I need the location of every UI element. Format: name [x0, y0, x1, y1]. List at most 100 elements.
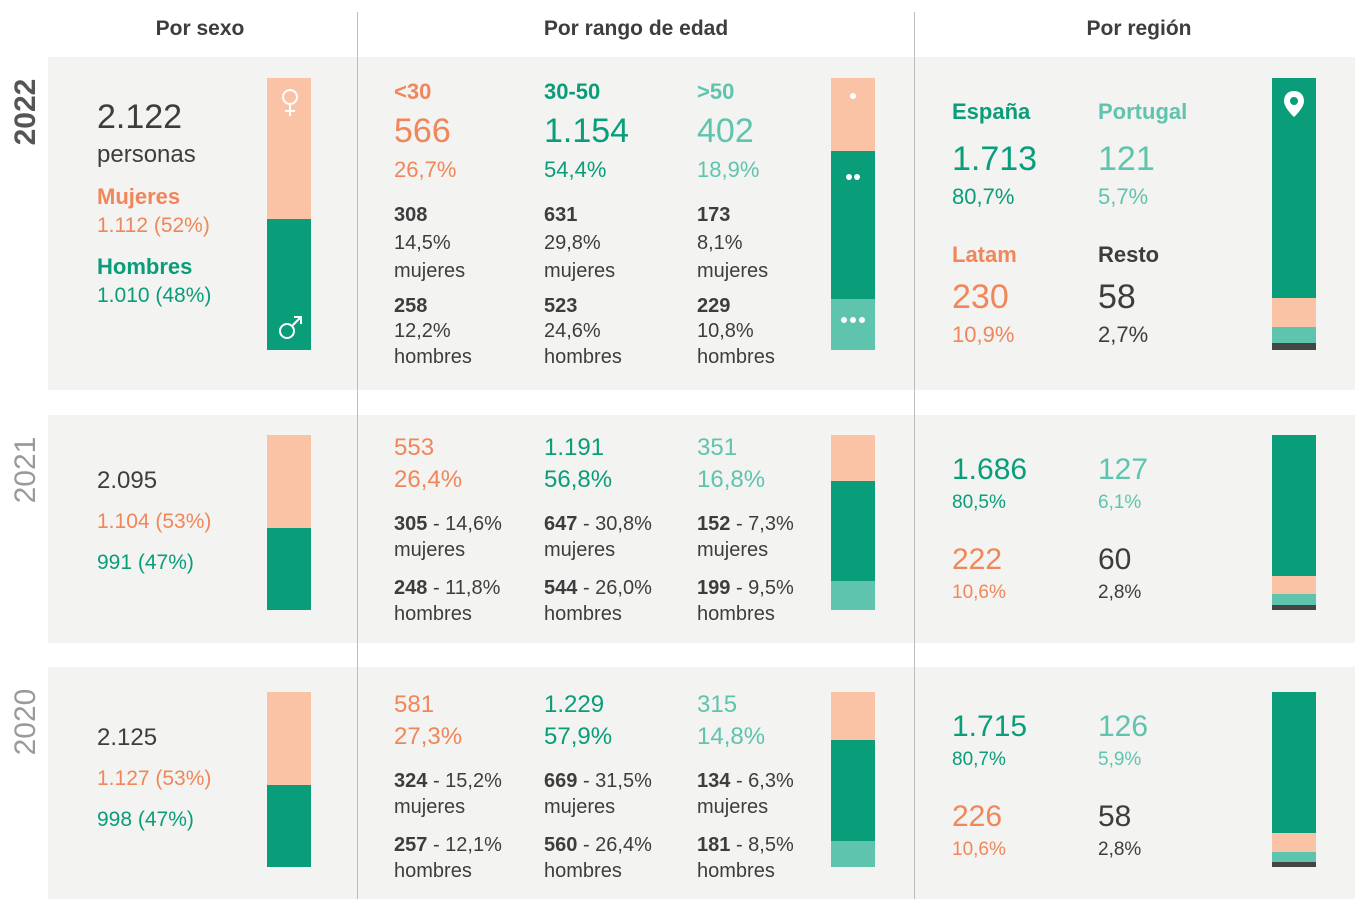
value: 991 (47%)	[97, 551, 194, 575]
bar-segment	[267, 527, 311, 610]
text: 669	[544, 770, 578, 792]
bar-segment	[1272, 862, 1316, 867]
count: 631	[544, 204, 578, 226]
pct: 2,7%	[1098, 321, 1149, 347]
pct: 54,4%	[544, 156, 607, 182]
label: hombres	[697, 603, 775, 625]
value: 1.715	[952, 710, 1028, 743]
count: 173	[697, 204, 731, 226]
value: 315	[697, 690, 738, 718]
icon	[1284, 91, 1304, 117]
bar-segment	[831, 481, 875, 581]
value: 1.713	[952, 139, 1038, 178]
value: 121	[1098, 139, 1155, 178]
divider	[914, 12, 915, 899]
pct: 14,8%	[697, 722, 766, 750]
value: 998 (47%)	[97, 808, 194, 832]
line: 134 - 6,3%	[697, 769, 794, 793]
panel	[358, 415, 914, 643]
value: 1.191	[544, 433, 605, 461]
line: 257 - 12,1%	[394, 833, 502, 857]
line: 248 - 11,8%	[394, 576, 500, 600]
bar-segment	[267, 78, 311, 220]
icon	[841, 317, 865, 323]
total: 2.125	[97, 723, 158, 751]
label: Portugal	[1098, 98, 1188, 124]
count: 523	[544, 295, 578, 317]
line: 305 - 14,6%	[394, 512, 502, 536]
value: 566	[394, 111, 451, 150]
label: hombres	[394, 346, 472, 368]
label: mujeres	[394, 796, 466, 818]
text: - 11,8%	[432, 577, 501, 599]
column-header: Por sexo	[155, 17, 245, 41]
text: - 31,5%	[582, 770, 652, 792]
text: - 14,6%	[432, 513, 502, 535]
detail: 10,8%	[697, 320, 754, 342]
text: - 30,8%	[582, 513, 652, 535]
text: 560	[544, 834, 578, 856]
line: 544 - 26,0%	[544, 576, 652, 600]
value: 1.154	[544, 111, 630, 150]
value: 1.127 (53%)	[97, 767, 212, 791]
text: 152	[697, 513, 731, 535]
label: hombres	[394, 603, 472, 625]
bar-segment	[1272, 342, 1316, 350]
text: 181	[697, 834, 731, 856]
unit: personas	[97, 140, 196, 168]
bar-segment	[267, 219, 311, 350]
bar-segment	[831, 580, 875, 610]
line: 560 - 26,4%	[544, 833, 652, 857]
icon	[282, 89, 298, 116]
label: <30	[394, 78, 432, 104]
value: 402	[697, 111, 754, 150]
panel	[358, 57, 914, 390]
year-label: 2022	[9, 78, 42, 146]
value: 1.229	[544, 690, 605, 718]
value: 1.112 (52%)	[97, 214, 210, 238]
label: Resto	[1098, 241, 1160, 267]
pct: 26,7%	[394, 156, 457, 182]
bar-segment	[267, 435, 311, 528]
pct: 27,3%	[394, 722, 463, 750]
label: mujeres	[697, 260, 769, 282]
count: 229	[697, 295, 731, 317]
bar-segment	[1272, 851, 1316, 863]
value: 60	[1098, 543, 1132, 576]
label: hombres	[544, 860, 622, 882]
value: 1.010 (48%)	[97, 284, 212, 308]
pct: 10,9%	[952, 321, 1015, 347]
value: 126	[1098, 710, 1149, 743]
bar-segment	[831, 298, 875, 350]
pct: 26,4%	[394, 465, 463, 493]
value: 226	[952, 800, 1003, 833]
value: 1.686	[952, 453, 1028, 486]
label: mujeres	[394, 539, 466, 561]
bar-segment	[1272, 327, 1316, 343]
text: - 26,4%	[582, 834, 652, 856]
bar-segment	[831, 78, 875, 151]
text: - 6,3%	[735, 770, 794, 792]
pct: 5,9%	[1098, 748, 1142, 770]
column-header: Por región	[1086, 17, 1192, 41]
line: 324 - 15,2%	[394, 769, 502, 793]
line: 181 - 8,5%	[697, 833, 794, 857]
pct: 10,6%	[952, 838, 1006, 860]
total: 2.122	[97, 97, 183, 136]
column-header: Por rango de edad	[543, 17, 729, 41]
label: mujeres	[394, 260, 466, 282]
pct: 80,7%	[952, 183, 1015, 209]
label: hombres	[697, 346, 775, 368]
bar-segment	[1272, 575, 1316, 595]
bar-segment	[1272, 833, 1316, 852]
line: 152 - 7,3%	[697, 512, 794, 536]
bar-segment	[831, 435, 875, 482]
text: - 8,5%	[735, 834, 794, 856]
bar-segment	[267, 784, 311, 867]
label: mujeres	[544, 260, 616, 282]
value: 581	[394, 690, 435, 718]
text: - 15,2%	[432, 770, 502, 792]
year-label: 2021	[9, 436, 42, 504]
bar-segment	[1272, 605, 1316, 610]
